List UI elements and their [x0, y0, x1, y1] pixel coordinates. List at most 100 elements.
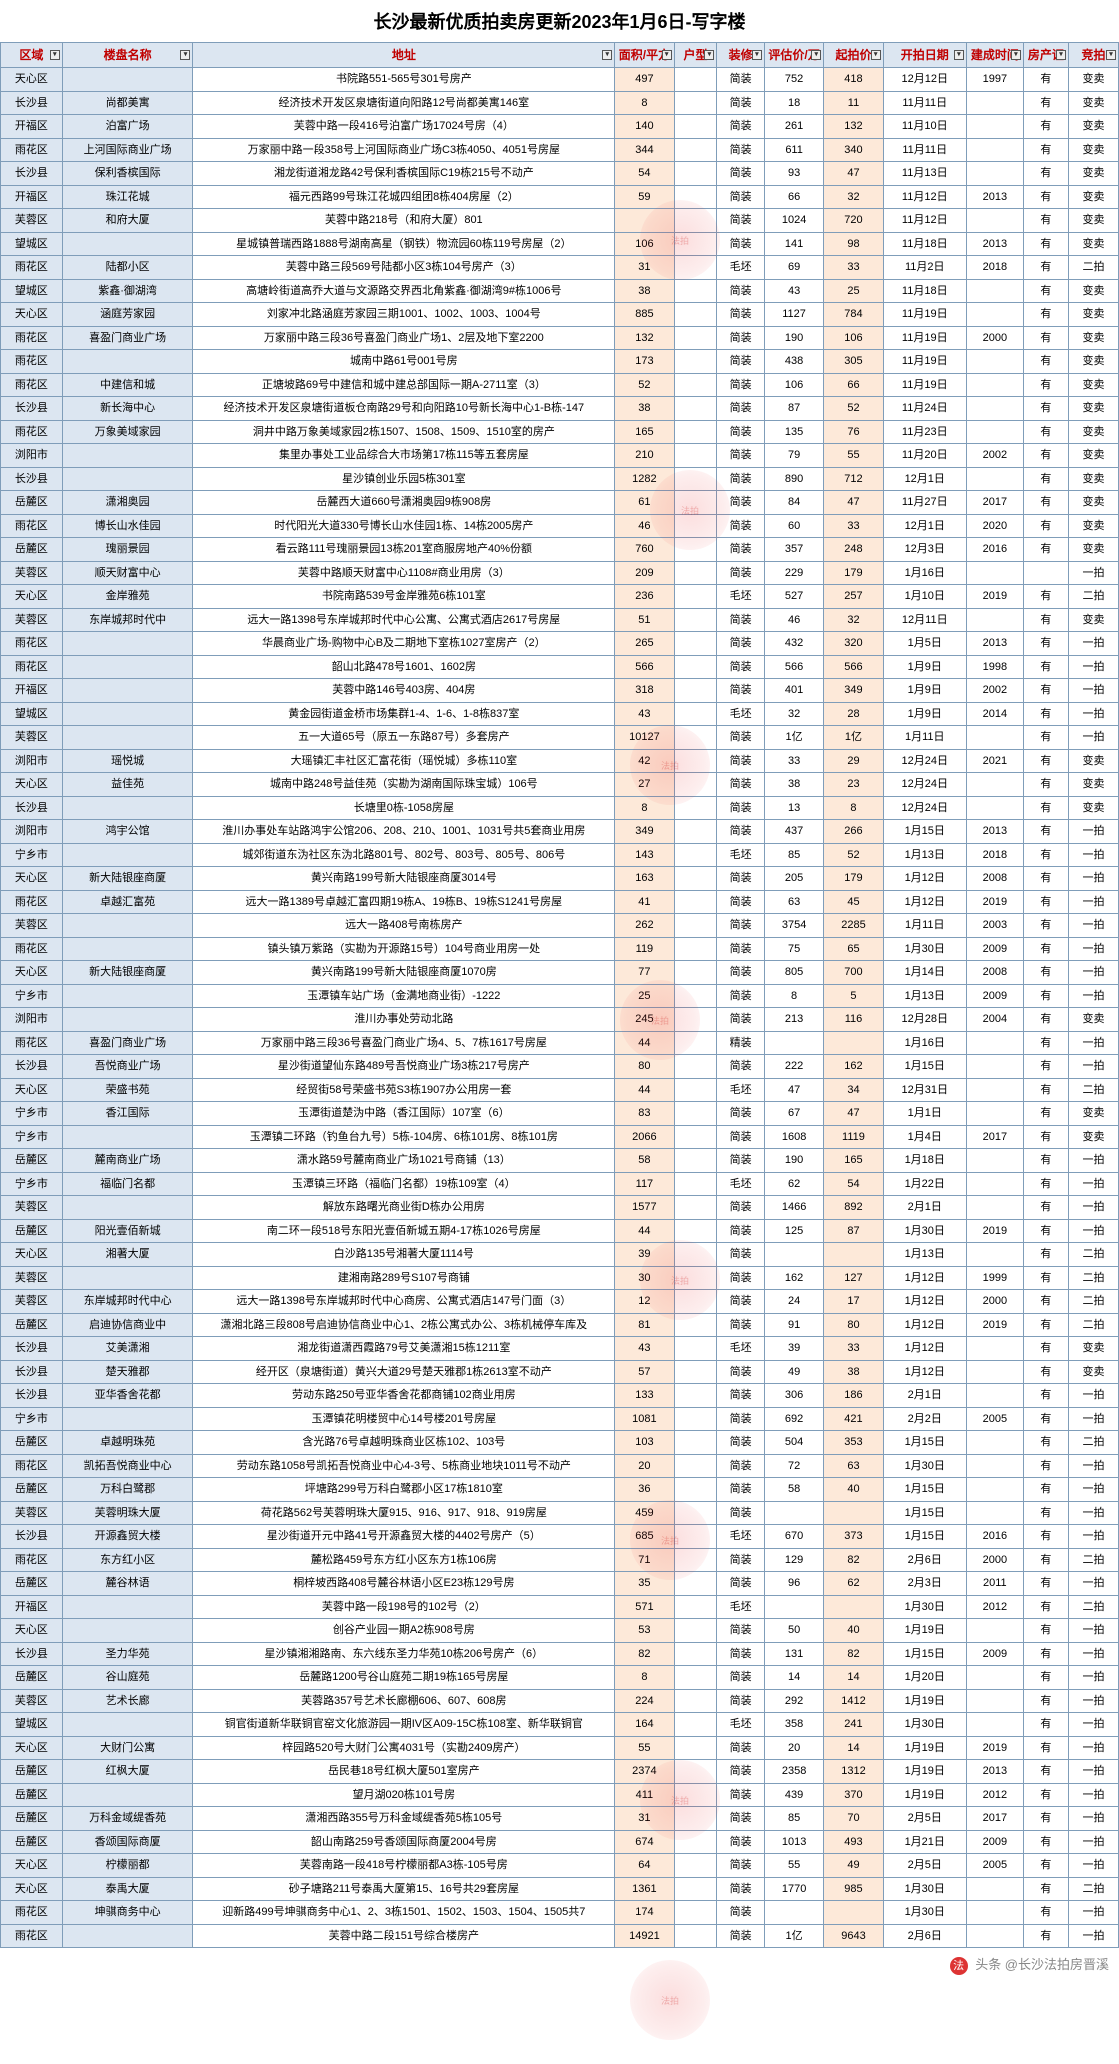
- cell-area: 1081: [615, 1407, 674, 1431]
- cell-built: [966, 209, 1023, 233]
- col-auc[interactable]: 竞拍▾: [1068, 43, 1118, 68]
- cell-addr: 星沙镇湘湘路南、东六线东圣力华苑10栋206号房产（6）: [193, 1642, 615, 1666]
- cell-hu: [674, 1337, 717, 1361]
- table-header-row: 区域▾楼盘名称▾地址▾面积/平方▾户型▾装修▾评估价/万▾起拍价▾开拍日期▾建成…: [1, 43, 1119, 68]
- cell-built: 2008: [966, 961, 1023, 985]
- cell-eval: 32: [764, 702, 823, 726]
- cell-date: 2月6日: [883, 1924, 966, 1948]
- filter-dropdown-icon[interactable]: ▾: [602, 50, 612, 60]
- cell-deco: 简装: [717, 1219, 765, 1243]
- filter-dropdown-icon[interactable]: ▾: [704, 50, 714, 60]
- cell-district: 天心区: [1, 1243, 63, 1267]
- cell-eval: 125: [764, 1219, 823, 1243]
- cell-hu: [674, 1877, 717, 1901]
- cell-start: 162: [824, 1055, 883, 1079]
- cell-addr: 玉潭镇花明楼贸中心14号楼201号房屋: [193, 1407, 615, 1431]
- cell-eval: 1127: [764, 303, 823, 327]
- col-hu[interactable]: 户型▾: [674, 43, 717, 68]
- cell-district: 长沙县: [1, 1055, 63, 1079]
- cell-auc: 一拍: [1068, 1854, 1118, 1878]
- cell-auc: 一拍: [1068, 1407, 1118, 1431]
- cell-district: 长沙县: [1, 162, 63, 186]
- cell-addr: 岳民巷18号红枫大厦501室房产: [193, 1760, 615, 1784]
- cell-deco: 简装: [717, 1407, 765, 1431]
- table-row: 天心区荣盛书苑经贸街58号荣盛书苑S3栋1907办公用房一套44毛坯473412…: [1, 1078, 1119, 1102]
- col-deco[interactable]: 装修▾: [717, 43, 765, 68]
- cell-eval: 58: [764, 1478, 823, 1502]
- cell-auc: 一拍: [1068, 937, 1118, 961]
- cell-name: 艾美潇湘: [62, 1337, 193, 1361]
- cell-built: 2014: [966, 702, 1023, 726]
- cell-built: 2012: [966, 1783, 1023, 1807]
- cell-built: 1999: [966, 1266, 1023, 1290]
- cell-addr: 劳动东路1058号凯拓吾悦商业中心4-3号、5栋商业地块1011号不动产: [193, 1454, 615, 1478]
- col-built[interactable]: 建成时间▾: [966, 43, 1023, 68]
- filter-dropdown-icon[interactable]: ▾: [954, 50, 964, 60]
- col-district[interactable]: 区域▾: [1, 43, 63, 68]
- cell-hu: [674, 1760, 717, 1784]
- cell-name: 万科白鹭郡: [62, 1478, 193, 1502]
- col-start[interactable]: 起拍价▾: [824, 43, 883, 68]
- cell-deco: 简装: [717, 350, 765, 374]
- filter-dropdown-icon[interactable]: ▾: [662, 50, 672, 60]
- cell-built: 2018: [966, 843, 1023, 867]
- table-row: 天心区创谷产业园一期A2栋908号房53简装50401月19日有一拍: [1, 1619, 1119, 1643]
- filter-dropdown-icon[interactable]: ▾: [180, 50, 190, 60]
- cell-deco: 简装: [717, 655, 765, 679]
- cell-auc: 一拍: [1068, 1783, 1118, 1807]
- cell-start: 370: [824, 1783, 883, 1807]
- filter-dropdown-icon[interactable]: ▾: [1011, 50, 1021, 60]
- cell-hu: [674, 1783, 717, 1807]
- cell-deco: 简装: [717, 444, 765, 468]
- cell-cert: 有: [1023, 115, 1068, 139]
- cell-district: 雨花区: [1, 655, 63, 679]
- cell-area: 245: [615, 1008, 674, 1032]
- cell-auc: 一拍: [1068, 1924, 1118, 1948]
- cell-cert: 有: [1023, 1807, 1068, 1831]
- col-date[interactable]: 开拍日期▾: [883, 43, 966, 68]
- cell-name: [62, 1196, 193, 1220]
- cell-built: [966, 726, 1023, 750]
- filter-dropdown-icon[interactable]: ▾: [811, 50, 821, 60]
- filter-dropdown-icon[interactable]: ▾: [50, 50, 60, 60]
- cell-area: 41: [615, 890, 674, 914]
- cell-date: 12月31日: [883, 1078, 966, 1102]
- cell-built: 2009: [966, 984, 1023, 1008]
- cell-cert: 有: [1023, 1736, 1068, 1760]
- cell-district: 雨花区: [1, 890, 63, 914]
- filter-dropdown-icon[interactable]: ▾: [1106, 50, 1116, 60]
- cell-cert: 有: [1023, 1877, 1068, 1901]
- cell-area: 236: [615, 585, 674, 609]
- cell-area: 31: [615, 256, 674, 280]
- cell-area: 349: [615, 820, 674, 844]
- table-row: 宁乡市福临门名都玉潭镇三环路（福临门名都）19栋109室（4）117毛坯6254…: [1, 1172, 1119, 1196]
- cell-district: 开福区: [1, 115, 63, 139]
- cell-hu: [674, 1125, 717, 1149]
- cell-deco: 毛坯: [717, 1078, 765, 1102]
- table-row: 岳麓区万科白鹭郡坪塘路299号万科白鹭郡小区17栋1810室36简装58401月…: [1, 1478, 1119, 1502]
- filter-dropdown-icon[interactable]: ▾: [752, 50, 762, 60]
- table-row: 天心区泰禹大厦砂子塘路211号泰禹大厦第15、16号共29套房屋1361简装17…: [1, 1877, 1119, 1901]
- cell-cert: 有: [1023, 1689, 1068, 1713]
- col-addr[interactable]: 地址▾: [193, 43, 615, 68]
- cell-auc: 一拍: [1068, 984, 1118, 1008]
- cell-start: 33: [824, 256, 883, 280]
- filter-dropdown-icon[interactable]: ▾: [1056, 50, 1066, 60]
- col-name[interactable]: 楼盘名称▾: [62, 43, 193, 68]
- col-area[interactable]: 面积/平方▾: [615, 43, 674, 68]
- cell-deco: 简装: [717, 984, 765, 1008]
- cell-built: 2009: [966, 1642, 1023, 1666]
- cell-hu: [674, 1924, 717, 1948]
- cell-district: 开福区: [1, 679, 63, 703]
- cell-hu: [674, 1548, 717, 1572]
- cell-addr: 淮川办事处劳动北路: [193, 1008, 615, 1032]
- cell-date: 1月5日: [883, 632, 966, 656]
- table-row: 长沙县艾美潇湘湘龙街道潇西霞路79号艾美潇湘15栋1211室43毛坯39331月…: [1, 1337, 1119, 1361]
- col-eval[interactable]: 评估价/万▾: [764, 43, 823, 68]
- cell-date: 12月24日: [883, 773, 966, 797]
- col-cert[interactable]: 房产证▾: [1023, 43, 1068, 68]
- cell-area: 685: [615, 1525, 674, 1549]
- table-row: 望城区黄金园街道金桥市场集群1-4、1-6、1-8栋837室43毛坯32281月…: [1, 702, 1119, 726]
- filter-dropdown-icon[interactable]: ▾: [871, 50, 881, 60]
- cell-built: 2004: [966, 1008, 1023, 1032]
